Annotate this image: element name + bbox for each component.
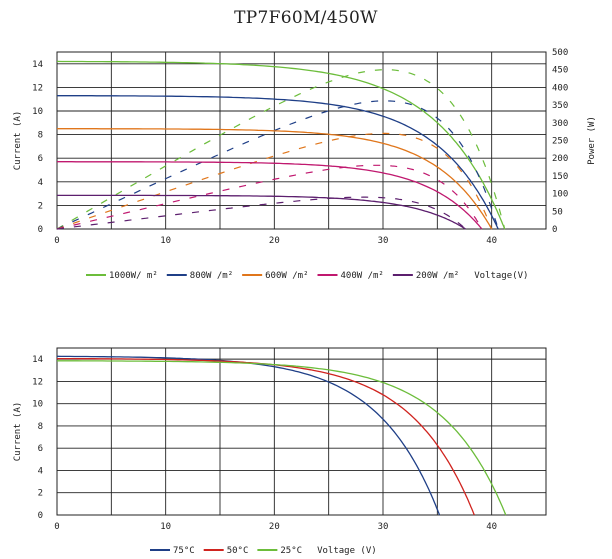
iv-curve-line xyxy=(57,360,507,516)
plot-frame xyxy=(56,347,547,516)
pv-curve-line xyxy=(56,100,499,230)
x-tick-label: 40 xyxy=(486,236,497,246)
y2-tick-label: 400 xyxy=(552,83,568,93)
y-tick-label: 0 xyxy=(38,225,43,235)
y2-tick-label: 250 xyxy=(552,137,568,147)
iv-curve-line xyxy=(57,357,475,516)
x-axis-label: Voltage (V) xyxy=(317,546,377,556)
iv-curve-line xyxy=(57,95,499,230)
x-tick-label: 40 xyxy=(486,522,497,532)
y2-tick-label: 200 xyxy=(552,154,568,164)
pv-curve-line xyxy=(56,196,466,230)
legend-entry: 400W /m² xyxy=(341,271,384,281)
y2-axis-label: Power (W) xyxy=(587,116,597,165)
y2-tick-label: 350 xyxy=(552,101,568,111)
y2-tick-label: 0 xyxy=(552,225,557,235)
plot-frame xyxy=(56,51,547,230)
y-tick-label: 12 xyxy=(32,377,43,387)
iv-curve-line xyxy=(56,355,441,516)
legend-entry: 25°C xyxy=(280,546,302,556)
x-tick-label: 10 xyxy=(160,236,171,246)
legend-entry: 200W /m² xyxy=(416,271,459,281)
x-tick-label: 30 xyxy=(378,522,389,532)
y2-tick-label: 100 xyxy=(552,190,568,200)
y-tick-label: 6 xyxy=(38,444,43,454)
x-tick-label: 30 xyxy=(378,236,389,246)
y-tick-label: 2 xyxy=(38,489,43,499)
legend-entry: 75°C xyxy=(173,546,195,556)
y-tick-label: 4 xyxy=(38,178,43,188)
y2-tick-label: 150 xyxy=(552,172,568,182)
y-tick-label: 2 xyxy=(38,201,43,211)
legend-entry: 50°C xyxy=(227,546,249,556)
y2-tick-label: 500 xyxy=(552,48,568,58)
y-axis-label: Current (A) xyxy=(13,111,23,171)
y-tick-label: 14 xyxy=(32,355,43,365)
chart-title: TP7F60M/450W xyxy=(234,8,378,28)
temperature-iv-chart: 0 10 20 30 40 0 2 4 6 8 10 12 14 Current (A) 75°C 50°C 2… xyxy=(13,347,547,556)
legend-entry: 600W /m² xyxy=(265,271,308,281)
y-tick-label: 8 xyxy=(38,422,43,432)
x-axis-label: Voltage(V) xyxy=(474,271,528,281)
x-tick-label: 0 xyxy=(54,236,59,246)
x-tick-label: 0 xyxy=(54,522,59,532)
y-tick-label: 0 xyxy=(38,511,43,521)
x-tick-label: 10 xyxy=(160,522,171,532)
y-axis-label: Current (A) xyxy=(13,402,23,462)
legend-entry: 800W /m² xyxy=(190,271,233,281)
x-tick-label: 20 xyxy=(269,522,280,532)
iv-curve-line xyxy=(57,128,493,230)
y-tick-label: 6 xyxy=(38,154,43,164)
y2-tick-label: 450 xyxy=(552,66,568,76)
legend-entry: 1000W/ m² xyxy=(109,271,158,281)
y-tick-label: 12 xyxy=(32,83,43,93)
y2-tick-label: 300 xyxy=(552,119,568,129)
y-tick-label: 14 xyxy=(32,60,43,70)
y-tick-label: 10 xyxy=(32,400,43,410)
x-tick-label: 20 xyxy=(269,236,280,246)
iv-curve-line xyxy=(57,194,466,230)
y-tick-label: 4 xyxy=(38,466,43,476)
pv-curve-line xyxy=(56,164,483,230)
y-tick-label: 8 xyxy=(38,131,43,141)
y-tick-label: 10 xyxy=(32,107,43,117)
y2-tick-label: 50 xyxy=(552,207,563,217)
